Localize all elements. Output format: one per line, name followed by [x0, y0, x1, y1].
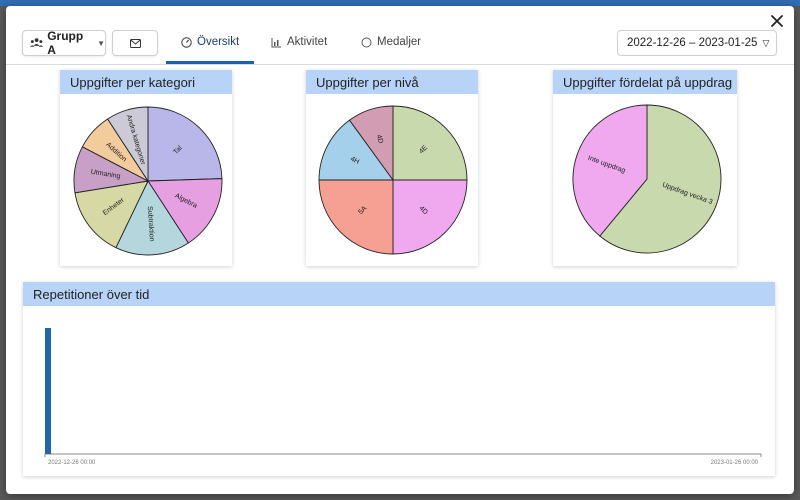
tab-medaljer[interactable]: Medaljer	[361, 36, 421, 62]
toolbar: Grupp A ▼ Översikt Aktivitet	[6, 6, 794, 65]
pie-label-tal: Tal	[172, 144, 184, 156]
pie-slice-enheter	[74, 180, 149, 249]
tab-label: Aktivitet	[287, 36, 328, 48]
pie-slice-4d	[348, 105, 394, 182]
pie-card-category: Uppgifter per kategori Tal Algebra Subtrak…	[60, 70, 232, 266]
chart-title: Uppgifter per nivå	[306, 70, 478, 94]
pie-slice-andra-kategorier	[107, 106, 149, 183]
pie-slice-5a	[318, 179, 394, 255]
chart-title: Repetitioner över tid	[23, 282, 775, 306]
chevron-down-icon: ▽	[762, 37, 770, 48]
chevron-down-icon: ▼	[97, 38, 105, 48]
tab-aktivitet[interactable]: Aktivitet	[271, 36, 327, 62]
pie-card-level: Uppgifter per nivå 4E 4D 5A 4H 4D	[306, 70, 478, 266]
bar-chart-icon	[271, 38, 281, 48]
tab-oversikt[interactable]: Översikt	[181, 36, 239, 62]
mail-icon	[129, 38, 141, 48]
tab-label: Medaljer	[377, 36, 422, 48]
group-select-button[interactable]: Grupp A ▼	[22, 29, 106, 57]
circle-icon	[361, 37, 372, 48]
chart-title: Uppgifter fördelat på uppdrag	[553, 70, 737, 94]
pie-slice-algebra	[147, 178, 223, 244]
chart-title: Uppgifter per kategori	[60, 70, 232, 94]
dashboard-icon	[181, 37, 192, 48]
pie-slice-uppdrag-vecka-3	[599, 104, 722, 254]
pie-slice-4e	[392, 105, 468, 181]
bar-chart-repetitions: 2022-12-26 00:00 2023-01-26 00:00	[44, 328, 762, 466]
date-range-label: 2022-12-26 – 2023-01-25	[627, 37, 758, 49]
pie-slice-4d	[392, 179, 468, 255]
close-icon[interactable]	[768, 12, 786, 30]
pie-chart-level: 4E 4D 5A 4H 4D	[318, 105, 468, 255]
bar	[45, 328, 51, 454]
x-tick-label: 2023-01-26 00:00	[711, 460, 759, 466]
date-range-button[interactable]: 2022-12-26 – 2023-01-25 ▽	[617, 30, 777, 56]
pie-label-5a: 5A	[357, 205, 368, 216]
active-tab-indicator	[166, 61, 254, 64]
statistics-modal: Grupp A ▼ Översikt Aktivitet	[6, 6, 794, 494]
pie-slice-tal	[147, 106, 223, 182]
pie-chart-category: TalAlgebraSubtraktionEnheterUtmaningAddi…	[73, 106, 223, 256]
group-label: Grupp A	[47, 29, 84, 57]
pie-label-4d: 4D	[417, 205, 428, 216]
pie-label-utmaning: Utmaning	[90, 169, 121, 181]
x-tick-label: 2022-12-26 00:00	[48, 460, 96, 466]
pie-label-4e: 4E	[418, 144, 429, 155]
pie-slice-subtraktion	[115, 180, 189, 256]
pie-label-subtraktion: Subtraktion	[146, 206, 155, 242]
group-icon	[30, 38, 44, 47]
pie-label-4h: 4H	[349, 156, 360, 166]
pie-slice-inte-uppdrag	[572, 104, 648, 237]
pie-label-4d: 4D	[375, 134, 384, 145]
bar-card-repetitions: Repetitioner över tid 2022-12-26 00:00 20…	[23, 282, 775, 476]
backdrop	[0, 0, 800, 6]
message-button[interactable]	[112, 30, 158, 56]
pie-slice-4h	[318, 119, 394, 181]
pie-card-assignment: Uppgifter fördelat på uppdrag Uppdrag ve…	[553, 70, 737, 266]
tab-label: Översikt	[197, 36, 240, 48]
